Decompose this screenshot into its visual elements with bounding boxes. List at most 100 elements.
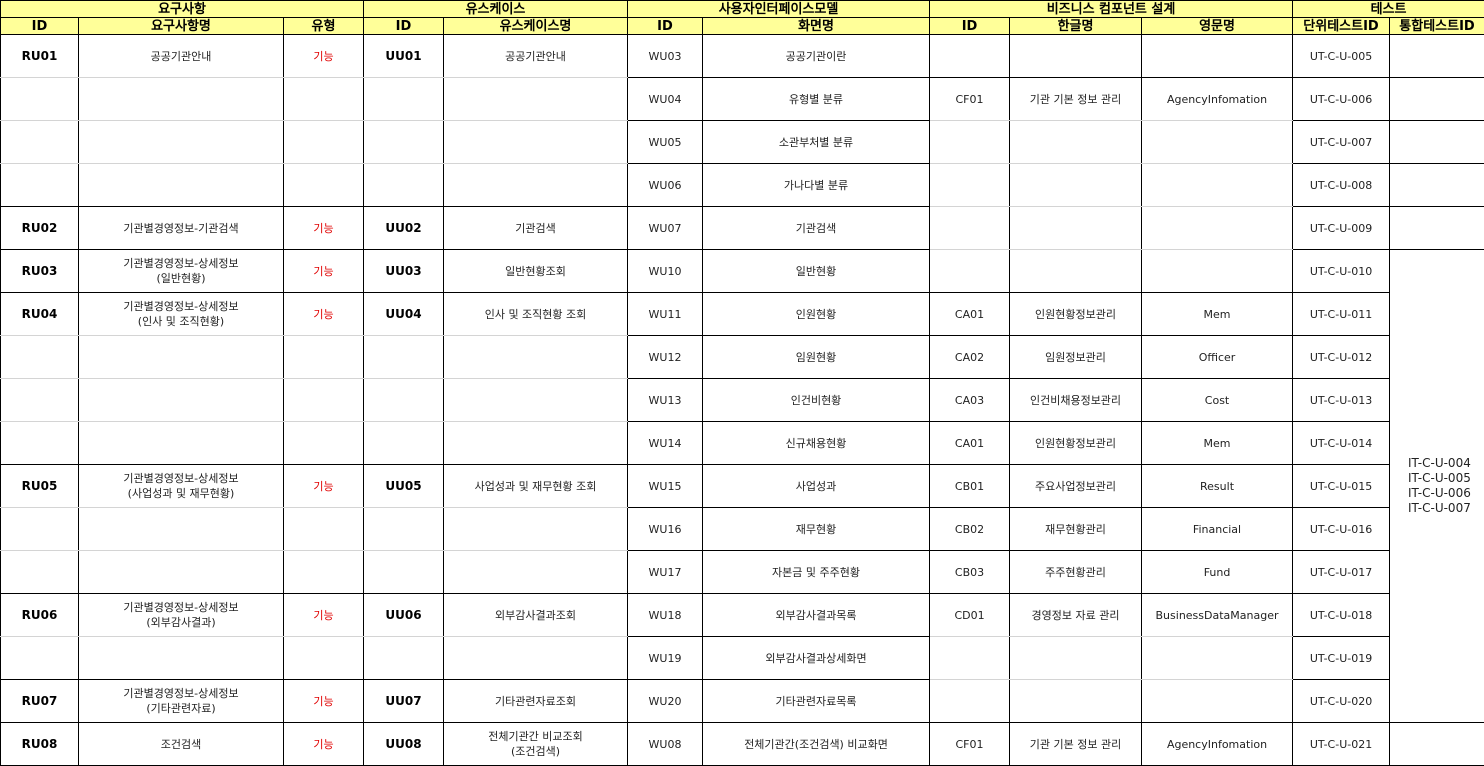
- req-id-cell[interactable]: RU06: [1, 594, 79, 637]
- ui-id-cell[interactable]: WU05: [628, 121, 703, 164]
- comp-en-name-cell[interactable]: AgencyInfomation: [1142, 723, 1293, 766]
- uc-id-cell[interactable]: UU06: [364, 594, 444, 637]
- uc-name-cell[interactable]: [444, 637, 628, 680]
- unit-test-id-cell[interactable]: UT-C-U-014: [1293, 422, 1390, 465]
- screen-name-cell[interactable]: 유형별 분류: [703, 78, 930, 121]
- comp-en-name-cell[interactable]: Mem: [1142, 422, 1293, 465]
- req-type-cell[interactable]: [284, 508, 364, 551]
- comp-kr-name-cell[interactable]: [1010, 164, 1142, 207]
- unit-test-id-cell[interactable]: UT-C-U-013: [1293, 379, 1390, 422]
- req-name-cell[interactable]: 기관별경영정보-상세정보 (일반현황): [79, 250, 284, 293]
- column-header[interactable]: 유스케이스명: [444, 18, 628, 35]
- comp-kr-name-cell[interactable]: [1010, 250, 1142, 293]
- unit-test-id-cell[interactable]: UT-C-U-015: [1293, 465, 1390, 508]
- req-id-cell[interactable]: RU01: [1, 35, 79, 78]
- req-id-cell[interactable]: [1, 121, 79, 164]
- req-name-cell[interactable]: 기관별경영정보-상세정보 (사업성과 및 재무현황): [79, 465, 284, 508]
- comp-id-cell[interactable]: CB02: [930, 508, 1010, 551]
- req-id-cell[interactable]: RU07: [1, 680, 79, 723]
- ui-id-cell[interactable]: WU20: [628, 680, 703, 723]
- column-header[interactable]: 영문명: [1142, 18, 1293, 35]
- comp-en-name-cell[interactable]: Officer: [1142, 336, 1293, 379]
- comp-en-name-cell[interactable]: Mem: [1142, 293, 1293, 336]
- req-type-cell[interactable]: 기능: [284, 293, 364, 336]
- integration-test-cell[interactable]: [1390, 78, 1484, 121]
- comp-en-name-cell[interactable]: Fund: [1142, 551, 1293, 594]
- comp-id-cell[interactable]: CA01: [930, 422, 1010, 465]
- comp-kr-name-cell[interactable]: 경영정보 자료 관리: [1010, 594, 1142, 637]
- comp-id-cell[interactable]: [930, 35, 1010, 78]
- screen-name-cell[interactable]: 가나다별 분류: [703, 164, 930, 207]
- req-id-cell[interactable]: [1, 637, 79, 680]
- uc-name-cell[interactable]: [444, 422, 628, 465]
- column-header[interactable]: ID: [628, 18, 703, 35]
- screen-name-cell[interactable]: 기관검색: [703, 207, 930, 250]
- req-type-cell[interactable]: [284, 78, 364, 121]
- ui-id-cell[interactable]: WU07: [628, 207, 703, 250]
- comp-en-name-cell[interactable]: BusinessDataManager: [1142, 594, 1293, 637]
- comp-kr-name-cell[interactable]: 기관 기본 정보 관리: [1010, 78, 1142, 121]
- req-type-cell[interactable]: 기능: [284, 465, 364, 508]
- ui-id-cell[interactable]: WU03: [628, 35, 703, 78]
- comp-id-cell[interactable]: CA02: [930, 336, 1010, 379]
- uc-id-cell[interactable]: [364, 379, 444, 422]
- comp-id-cell[interactable]: [930, 164, 1010, 207]
- uc-name-cell[interactable]: [444, 508, 628, 551]
- req-type-cell[interactable]: 기능: [284, 35, 364, 78]
- column-header[interactable]: 화면명: [703, 18, 930, 35]
- req-type-cell[interactable]: 기능: [284, 250, 364, 293]
- req-id-cell[interactable]: [1, 379, 79, 422]
- comp-id-cell[interactable]: [930, 121, 1010, 164]
- unit-test-id-cell[interactable]: UT-C-U-019: [1293, 637, 1390, 680]
- screen-name-cell[interactable]: 기타관련자료목록: [703, 680, 930, 723]
- integration-test-cell[interactable]: [1390, 207, 1484, 250]
- column-header[interactable]: 통합테스트ID: [1390, 18, 1484, 35]
- comp-en-name-cell[interactable]: [1142, 35, 1293, 78]
- uc-name-cell[interactable]: [444, 78, 628, 121]
- column-header[interactable]: 유형: [284, 18, 364, 35]
- ui-id-cell[interactable]: WU12: [628, 336, 703, 379]
- req-type-cell[interactable]: [284, 164, 364, 207]
- req-name-cell[interactable]: 기관별경영정보-상세정보 (외부감사결과): [79, 594, 284, 637]
- uc-name-cell[interactable]: 일반현황조회: [444, 250, 628, 293]
- ui-id-cell[interactable]: WU13: [628, 379, 703, 422]
- req-name-cell[interactable]: [79, 637, 284, 680]
- uc-id-cell[interactable]: UU05: [364, 465, 444, 508]
- uc-id-cell[interactable]: UU02: [364, 207, 444, 250]
- req-name-cell[interactable]: [79, 379, 284, 422]
- column-header[interactable]: ID: [1, 18, 79, 35]
- unit-test-id-cell[interactable]: UT-C-U-008: [1293, 164, 1390, 207]
- comp-kr-name-cell[interactable]: [1010, 35, 1142, 78]
- uc-name-cell[interactable]: 인사 및 조직현황 조회: [444, 293, 628, 336]
- uc-id-cell[interactable]: [364, 78, 444, 121]
- req-type-cell[interactable]: [284, 422, 364, 465]
- req-name-cell[interactable]: 조건검색: [79, 723, 284, 766]
- comp-kr-name-cell[interactable]: [1010, 637, 1142, 680]
- req-id-cell[interactable]: [1, 336, 79, 379]
- req-name-cell[interactable]: [79, 422, 284, 465]
- comp-kr-name-cell[interactable]: 인원현황정보관리: [1010, 293, 1142, 336]
- uc-id-cell[interactable]: [364, 637, 444, 680]
- screen-name-cell[interactable]: 전체기관간(조건검색) 비교화면: [703, 723, 930, 766]
- req-id-cell[interactable]: [1, 422, 79, 465]
- uc-name-cell[interactable]: 외부감사결과조회: [444, 594, 628, 637]
- uc-name-cell[interactable]: 기타관련자료조회: [444, 680, 628, 723]
- screen-name-cell[interactable]: 일반현황: [703, 250, 930, 293]
- req-name-cell[interactable]: [79, 336, 284, 379]
- column-header[interactable]: 요구사항명: [79, 18, 284, 35]
- uc-id-cell[interactable]: [364, 336, 444, 379]
- req-id-cell[interactable]: [1, 551, 79, 594]
- screen-name-cell[interactable]: 인원현황: [703, 293, 930, 336]
- req-name-cell[interactable]: 기관별경영정보-상세정보 (인사 및 조직현황): [79, 293, 284, 336]
- comp-kr-name-cell[interactable]: [1010, 121, 1142, 164]
- screen-name-cell[interactable]: 사업성과: [703, 465, 930, 508]
- req-name-cell[interactable]: [79, 551, 284, 594]
- column-header[interactable]: ID: [930, 18, 1010, 35]
- comp-kr-name-cell[interactable]: 임원정보관리: [1010, 336, 1142, 379]
- uc-id-cell[interactable]: UU01: [364, 35, 444, 78]
- integration-test-ids[interactable]: IT-C-U-004 IT-C-U-005 IT-C-U-006 IT-C-U-…: [1390, 250, 1484, 723]
- comp-en-name-cell[interactable]: [1142, 164, 1293, 207]
- ui-id-cell[interactable]: WU04: [628, 78, 703, 121]
- comp-id-cell[interactable]: [930, 250, 1010, 293]
- req-id-cell[interactable]: [1, 78, 79, 121]
